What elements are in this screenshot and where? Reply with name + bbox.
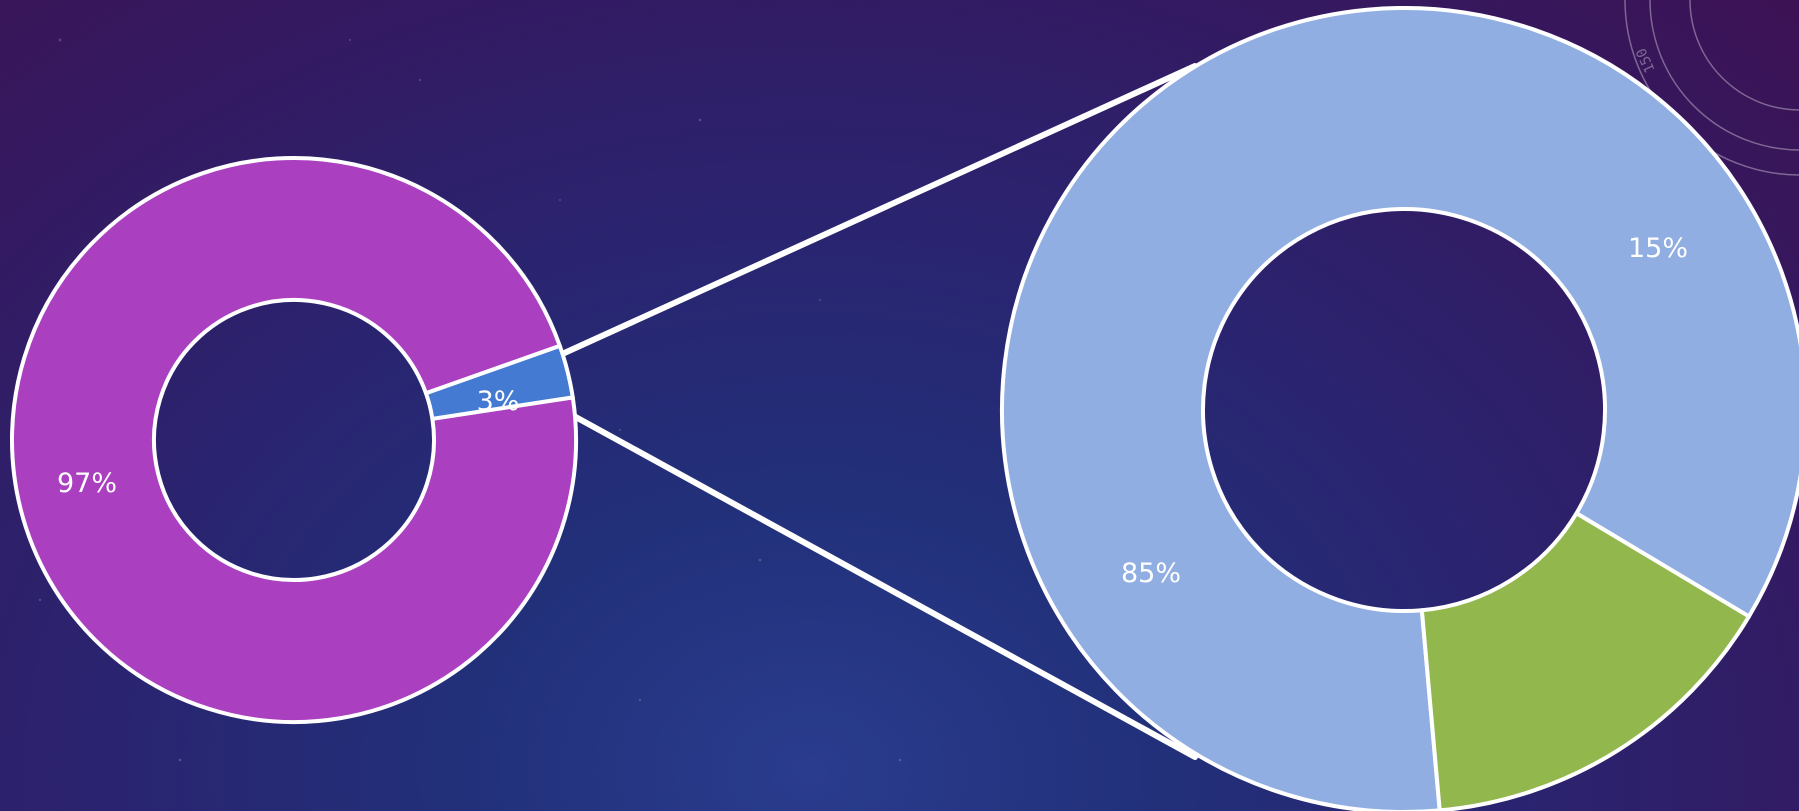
connector-line-top [557, 63, 1198, 358]
dial-tick-150: 150 [1633, 45, 1658, 75]
right-donut-chart: 85% 15% [1000, 6, 1799, 811]
right-donut-slice-15[interactable] [1419, 511, 1751, 811]
left-donut-label-3: 3% [477, 386, 520, 417]
right-donut-slice-85[interactable] [1000, 6, 1799, 811]
left-donut-chart: 97% 3% [10, 156, 578, 724]
left-donut-label-97: 97% [57, 468, 117, 499]
star-field [38, 38, 902, 762]
left-donut-slice-3[interactable] [423, 343, 575, 421]
right-donut-label-15: 15% [1628, 233, 1688, 264]
left-donut-slice-97[interactable] [10, 156, 578, 724]
connector-line-bottom [569, 412, 1198, 760]
right-donut-label-85: 85% [1121, 558, 1181, 589]
